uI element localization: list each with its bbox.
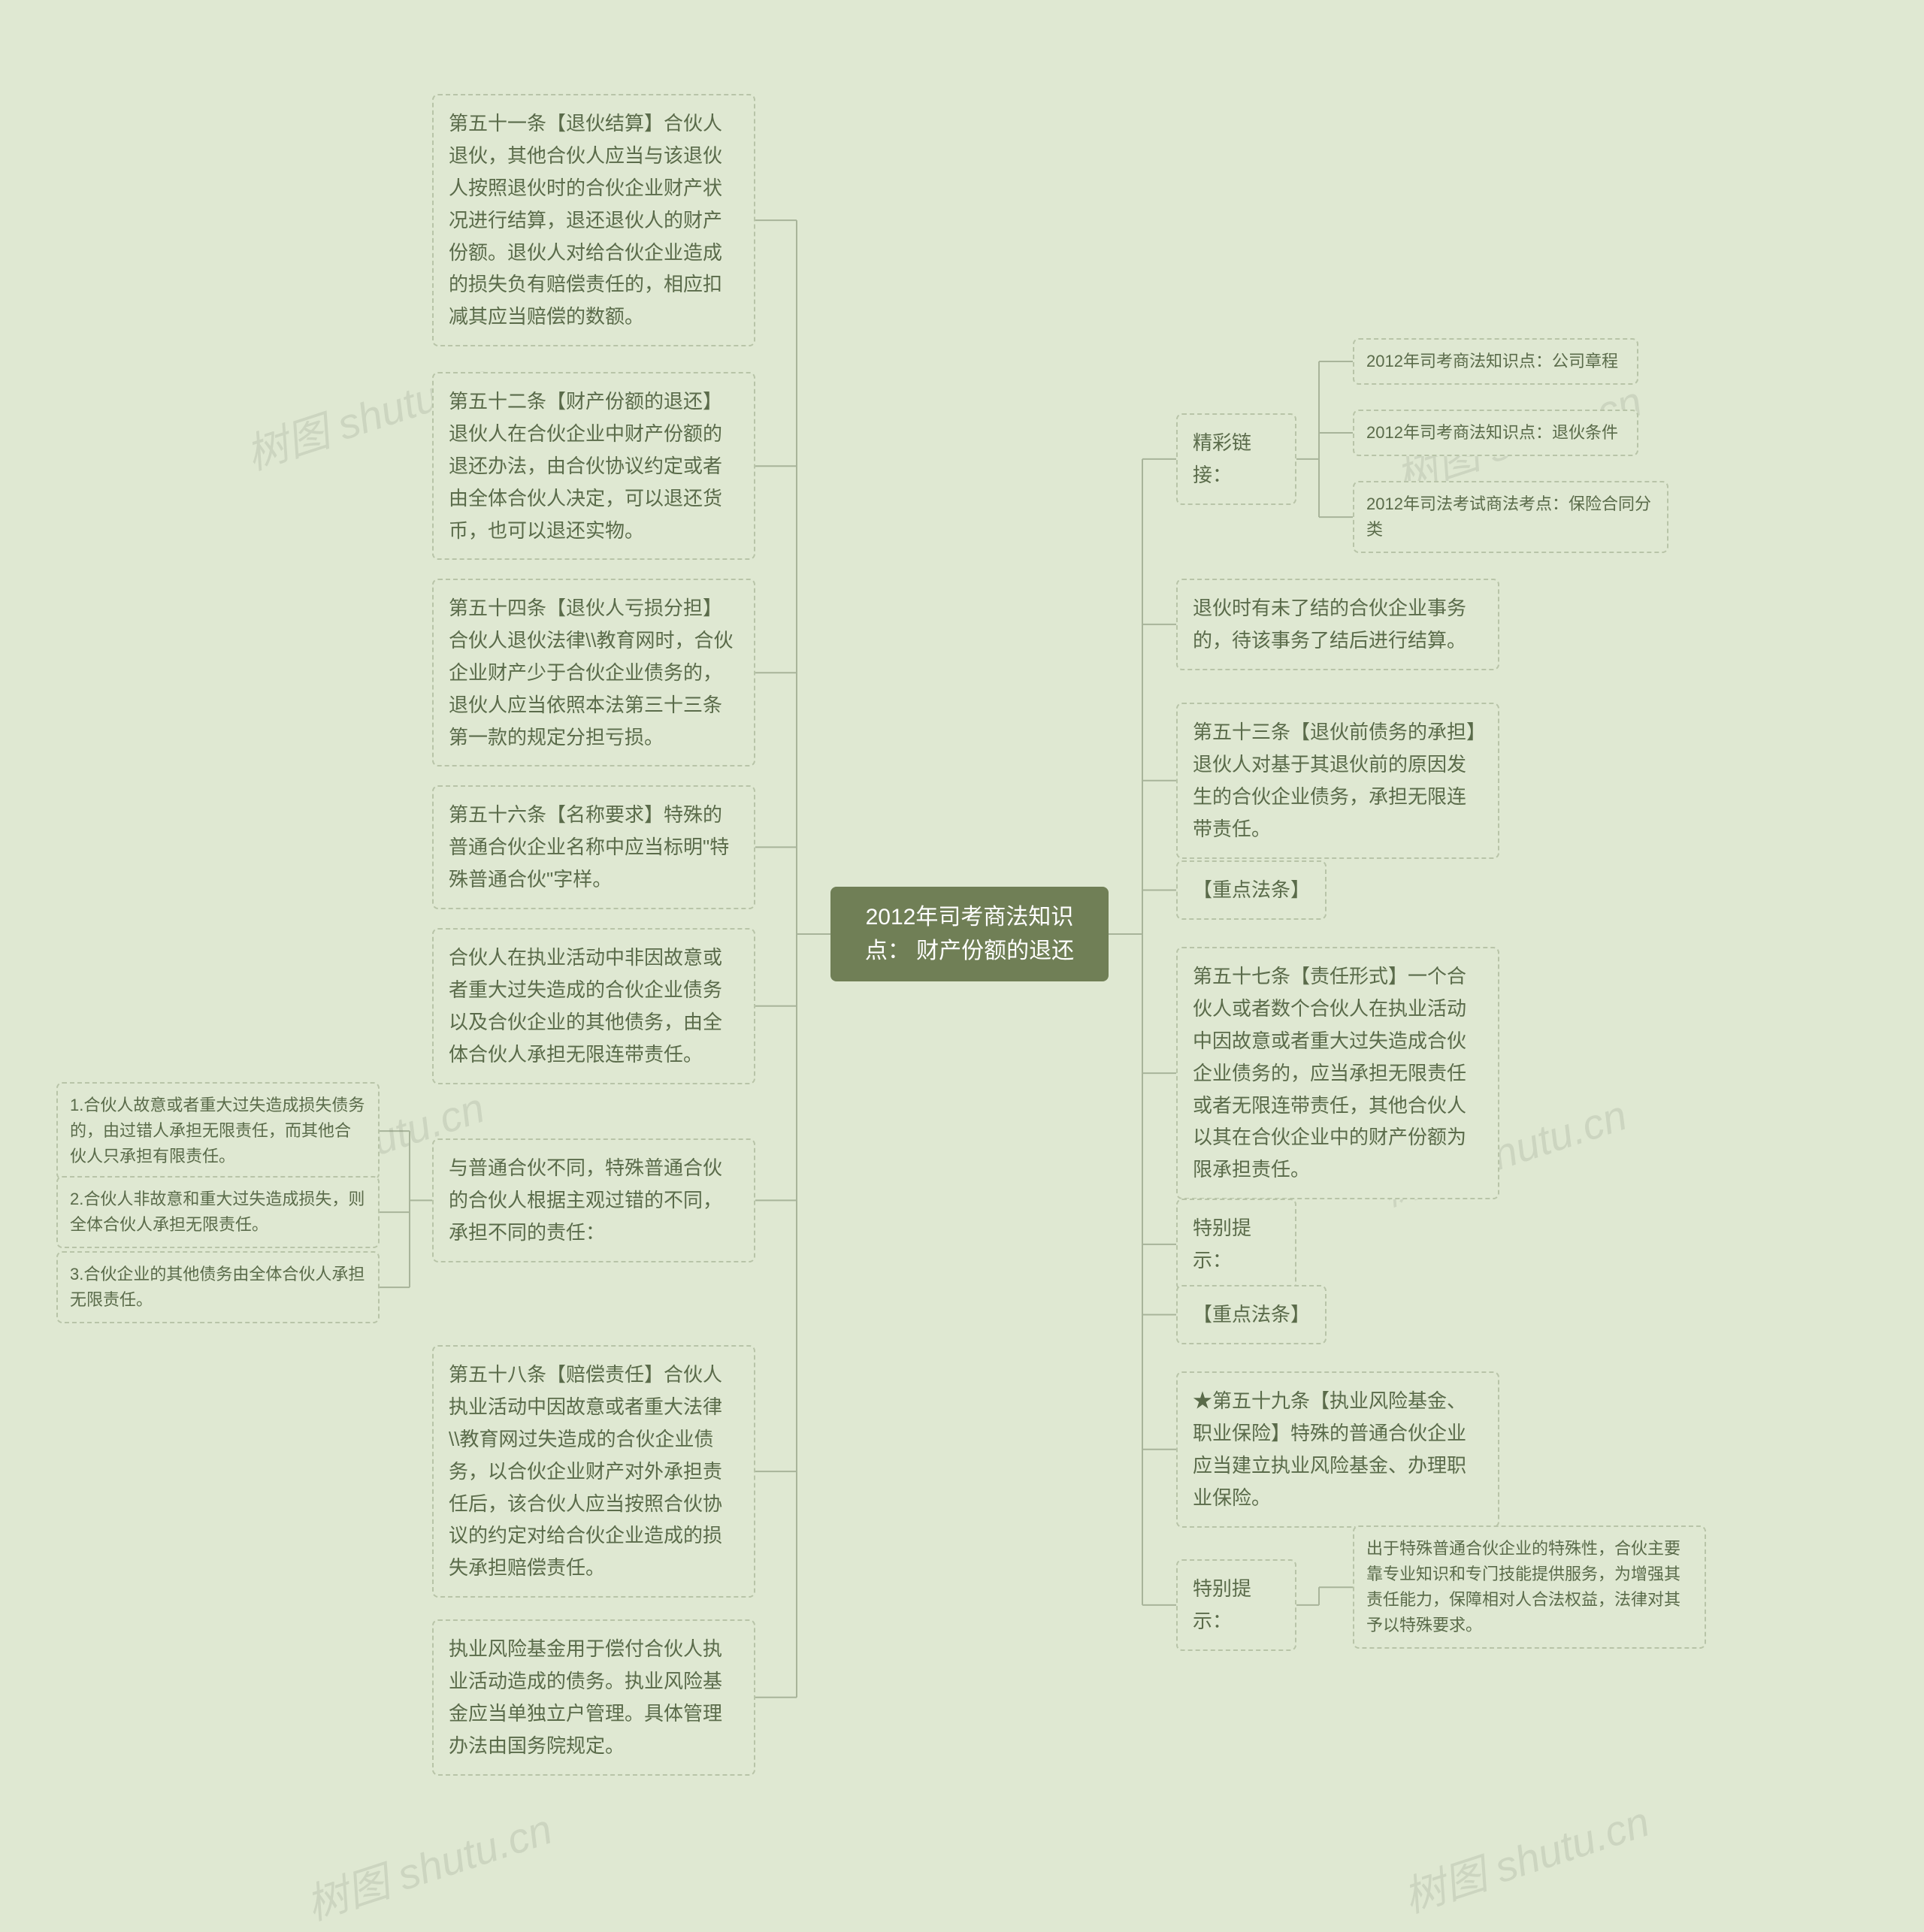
node-text: 第五十八条【赔偿责任】合伙人执业活动中因故意或者重大法律\\教育网过失造成的合伙… bbox=[449, 1363, 722, 1579]
node-text: 第五十七条【责任形式】一个合伙人或者数个合伙人在执业活动中因故意或者重大过失造成… bbox=[1193, 965, 1466, 1181]
right-node: 第五十七条【责任形式】一个合伙人或者数个合伙人在执业活动中因故意或者重大过失造成… bbox=[1176, 947, 1499, 1199]
center-topic-text: 2012年司考商法知识点： 财产份额的退还 bbox=[865, 905, 1074, 963]
right-node: 退伙时有未了结的合伙企业事务的，待该事务了结后进行结算。 bbox=[1176, 579, 1499, 670]
left-node: 第五十六条【名称要求】特殊的普通合伙企业名称中应当标明"特殊普通合伙"字样。 bbox=[432, 785, 755, 909]
right-node: 【重点法条】 bbox=[1176, 860, 1327, 920]
node-text: 2.合伙人非故意和重大过失造成损失，则全体合伙人承担无限责任。 bbox=[70, 1190, 365, 1234]
left-node: 3.合伙企业的其他债务由全体合伙人承担无限责任。 bbox=[56, 1251, 380, 1323]
node-text: 退伙时有未了结的合伙企业事务的，待该事务了结后进行结算。 bbox=[1193, 597, 1466, 652]
right-node: 第五十三条【退伙前债务的承担】退伙人对基于其退伙前的原因发生的合伙企业债务，承担… bbox=[1176, 703, 1499, 859]
left-node: 合伙人在执业活动中非因故意或者重大过失造成的合伙企业债务以及合伙企业的其他债务，… bbox=[432, 928, 755, 1084]
left-node: 1.合伙人故意或者重大过失造成损失债务的，由过错人承担无限责任，而其他合伙人只承… bbox=[56, 1082, 380, 1180]
right-node: 2012年司法考试商法考点：保险合同分类 bbox=[1353, 481, 1668, 553]
node-text: 2012年司法考试商法考点：保险合同分类 bbox=[1366, 494, 1651, 539]
left-node: 与普通合伙不同，特殊普通合伙的合伙人根据主观过错的不同，承担不同的责任： bbox=[432, 1138, 755, 1262]
node-text: 第五十六条【名称要求】特殊的普通合伙企业名称中应当标明"特殊普通合伙"字样。 bbox=[449, 803, 729, 890]
left-node: 第五十一条【退伙结算】合伙人退伙，其他合伙人应当与该退伙人按照退伙时的合伙企业财… bbox=[432, 94, 755, 346]
node-text: 特别提示： bbox=[1193, 1577, 1251, 1632]
node-text: 精彩链接： bbox=[1193, 431, 1251, 486]
right-node: 【重点法条】 bbox=[1176, 1285, 1327, 1344]
right-node: 特别提示： bbox=[1176, 1199, 1296, 1290]
left-node: 执业风险基金用于偿付合伙人执业活动造成的债务。执业风险基金应当单独立户管理。具体… bbox=[432, 1619, 755, 1776]
node-text: 出于特殊普通合伙企业的特殊性，合伙主要靠专业知识和专门技能提供服务，为增强其责任… bbox=[1366, 1539, 1680, 1634]
node-text: ★第五十九条【执业风险基金、职业保险】特殊的普通合伙企业应当建立执业风险基金、办… bbox=[1193, 1389, 1466, 1509]
node-text: 第五十二条【财产份额的退还】退伙人在合伙企业中财产份额的退还办法，由合伙协议约定… bbox=[449, 390, 722, 542]
node-text: 合伙人在执业活动中非因故意或者重大过失造成的合伙企业债务以及合伙企业的其他债务，… bbox=[449, 946, 722, 1066]
watermark: 树图 shutu.cn bbox=[1395, 1788, 1656, 1925]
node-text: 【重点法条】 bbox=[1193, 878, 1310, 901]
node-text: 与普通合伙不同，特殊普通合伙的合伙人根据主观过错的不同，承担不同的责任： bbox=[449, 1156, 722, 1244]
node-text: 2012年司考商法知识点：公司章程 bbox=[1366, 352, 1618, 370]
center-topic: 2012年司考商法知识点： 财产份额的退还 bbox=[830, 887, 1109, 981]
left-node: 第五十八条【赔偿责任】合伙人执业活动中因故意或者重大法律\\教育网过失造成的合伙… bbox=[432, 1345, 755, 1598]
node-text: 【重点法条】 bbox=[1193, 1303, 1310, 1326]
left-node: 第五十四条【退伙人亏损分担】合伙人退伙法律\\教育网时，合伙企业财产少于合伙企业… bbox=[432, 579, 755, 766]
left-node: 2.合伙人非故意和重大过失造成损失，则全体合伙人承担无限责任。 bbox=[56, 1176, 380, 1248]
node-text: 第五十一条【退伙结算】合伙人退伙，其他合伙人应当与该退伙人按照退伙时的合伙企业财… bbox=[449, 112, 722, 328]
right-node: 2012年司考商法知识点：退伙条件 bbox=[1353, 410, 1638, 456]
right-node: 2012年司考商法知识点：公司章程 bbox=[1353, 338, 1638, 385]
node-text: 特别提示： bbox=[1193, 1217, 1251, 1271]
node-text: 2012年司考商法知识点：退伙条件 bbox=[1366, 423, 1618, 442]
right-node: 精彩链接： bbox=[1176, 413, 1296, 505]
right-node: 特别提示： bbox=[1176, 1559, 1296, 1651]
node-text: 第五十三条【退伙前债务的承担】退伙人对基于其退伙前的原因发生的合伙企业债务，承担… bbox=[1193, 721, 1476, 840]
right-node: 出于特殊普通合伙企业的特殊性，合伙主要靠专业知识和专门技能提供服务，为增强其责任… bbox=[1353, 1525, 1706, 1649]
watermark: 树图 shutu.cn bbox=[298, 1796, 559, 1932]
left-node: 第五十二条【财产份额的退还】退伙人在合伙企业中财产份额的退还办法，由合伙协议约定… bbox=[432, 372, 755, 560]
node-text: 3.合伙企业的其他债务由全体合伙人承担无限责任。 bbox=[70, 1265, 365, 1309]
mindmap-canvas: 2012年司考商法知识点： 财产份额的退还 树图 shutu.cn树图 shut… bbox=[0, 0, 1924, 1926]
right-node: ★第五十九条【执业风险基金、职业保险】特殊的普通合伙企业应当建立执业风险基金、办… bbox=[1176, 1371, 1499, 1528]
node-text: 第五十四条【退伙人亏损分担】合伙人退伙法律\\教育网时，合伙企业财产少于合伙企业… bbox=[449, 597, 733, 748]
node-text: 执业风险基金用于偿付合伙人执业活动造成的债务。执业风险基金应当单独立户管理。具体… bbox=[449, 1637, 722, 1757]
node-text: 1.合伙人故意或者重大过失造成损失债务的，由过错人承担无限责任，而其他合伙人只承… bbox=[70, 1096, 365, 1166]
